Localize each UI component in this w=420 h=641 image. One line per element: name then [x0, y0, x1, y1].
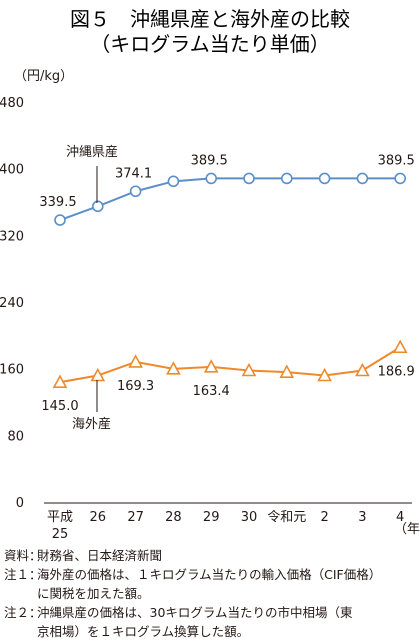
note-text: 京相場）を１キログラム換算した額。	[37, 624, 250, 639]
note-text: 海外産の価格は、１キログラム当たりの輸入価格（CIF価格）	[37, 567, 382, 582]
okinawa-data-point	[205, 172, 217, 185]
x-tick-label: 4	[396, 510, 404, 525]
okinawa-data-point	[356, 172, 369, 185]
y-tick-label: 160	[0, 363, 24, 378]
overseas-data-label: 145.0	[41, 399, 78, 414]
overseas-series-label: 海外産	[72, 416, 111, 432]
y-tick-label: 240	[0, 296, 24, 311]
note-text: に関税を加えた額。	[37, 586, 150, 601]
chart-title-line2: （キログラム当たり単価）	[90, 32, 329, 56]
okinawa-data-point	[243, 172, 255, 185]
x-tick-label: 3	[358, 510, 366, 525]
x-tick-label: 26	[90, 510, 107, 525]
note-line: 京相場）を１キログラム換算した額。	[4, 622, 249, 641]
note-lead: 注１：	[4, 567, 42, 582]
y-axis-label: （円/kg）	[14, 69, 73, 84]
okinawa-data-point	[54, 214, 66, 226]
y-tick-label: 0	[16, 496, 24, 511]
note-text: 沖縄県産の価格は、30キログラム当たりの市中相場（東	[37, 605, 353, 620]
okinawa-data-label: 389.5	[378, 153, 415, 168]
overseas-data-point	[128, 354, 143, 368]
okinawa-data-point	[318, 172, 331, 185]
x-tick-label: 28	[165, 510, 182, 525]
okinawa-data-label: 339.5	[39, 195, 76, 210]
okinawa-data-label: 374.1	[115, 166, 152, 181]
okinawa-data-label: 389.5	[191, 153, 228, 168]
overseas-data-point	[166, 361, 181, 375]
note-lead: 注２：	[4, 605, 42, 620]
x-tick-label: 30	[241, 510, 258, 525]
okinawa-data-point	[394, 172, 407, 185]
x-tick-label: 29	[203, 510, 220, 525]
note-line: 注２：沖縄県産の価格は、30キログラム当たりの市中相場（東	[4, 603, 353, 622]
overseas-data-point	[203, 359, 219, 373]
overseas-data-label: 163.4	[193, 384, 230, 399]
overseas-data-point	[317, 367, 332, 382]
x-tick-label: 25	[52, 527, 69, 542]
overseas-data-point	[90, 367, 106, 382]
y-tick-label: 400	[0, 163, 24, 178]
okinawa-series-label: 沖縄県産	[66, 144, 118, 160]
overseas-data-point	[52, 374, 68, 388]
x-tick-label: 令和元	[267, 510, 306, 525]
x-tick-label: 2	[320, 510, 328, 525]
x-tick-label: 27	[127, 510, 144, 525]
y-tick-label: 320	[0, 229, 24, 244]
note-line: 注１：海外産の価格は、１キログラム当たりの輸入価格（CIF価格）	[4, 565, 381, 584]
overseas-data-label: 186.9	[378, 364, 415, 379]
overseas-data-point	[392, 339, 408, 354]
y-tick-label: 80	[7, 429, 24, 444]
okinawa-data-point	[167, 175, 180, 188]
x-axis-unit: （年）	[394, 522, 420, 537]
x-tick-label: 平成	[47, 510, 73, 525]
overseas-data-label: 169.3	[117, 379, 154, 394]
y-tick-label: 480	[0, 96, 24, 111]
okinawa-series-line	[59, 177, 401, 222]
okinawa-data-point	[129, 185, 142, 198]
chart-title-line1: 図５ 沖縄県産と海外産の比較	[70, 7, 350, 31]
note-line: 資料：財務省、日本経済新聞	[4, 546, 162, 565]
overseas-data-point	[241, 362, 257, 377]
okinawa-data-point	[280, 172, 293, 185]
note-text: 財務省、日本経済新聞	[37, 548, 163, 563]
note-line: に関税を加えた額。	[4, 584, 150, 603]
overseas-data-point	[355, 362, 370, 377]
overseas-data-point	[279, 364, 295, 378]
okinawa-data-point	[92, 200, 104, 213]
overseas-series-line	[59, 346, 401, 384]
note-lead: 資料：	[4, 548, 42, 563]
